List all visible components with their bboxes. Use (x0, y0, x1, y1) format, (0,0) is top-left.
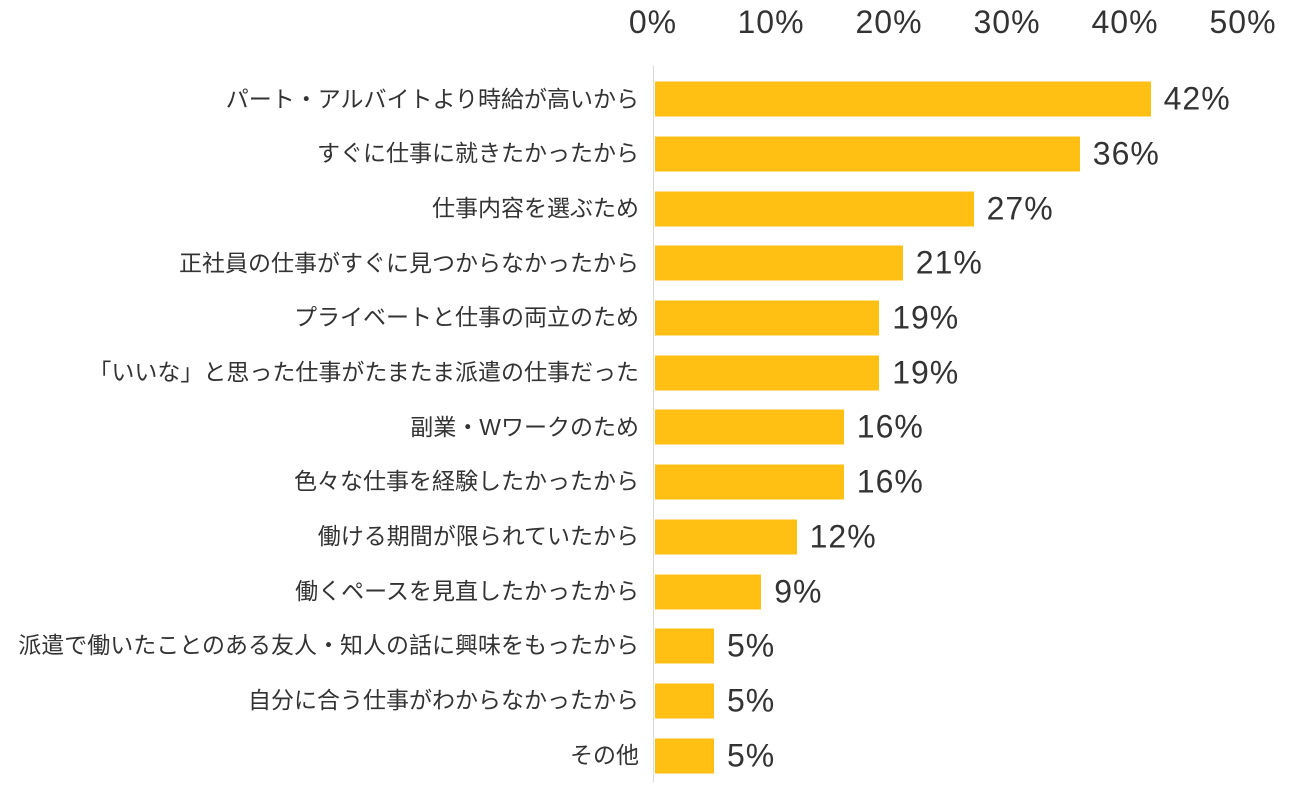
value-label: 42% (1163, 80, 1231, 117)
x-axis-tick: 0% (628, 4, 678, 40)
bar (655, 81, 1151, 117)
bar-area: 12% (655, 510, 1289, 565)
bar (655, 574, 762, 610)
bar-area: 36% (655, 127, 1289, 182)
x-axis: 0% 10% 20% 30% 40% 50% (629, 4, 1276, 44)
y-axis-line (653, 66, 654, 782)
value-label: 5% (727, 737, 776, 774)
bar-row: プライベートと仕事の両立のため 19% (0, 291, 1289, 346)
bar-row: 働ける期間が限られていたから 12% (0, 510, 1289, 565)
category-label: 色々な仕事を経験したかったから (294, 468, 639, 495)
bar-row: 派遣で働いたことのある友人・知人の話に興味をもったから 5% (0, 619, 1289, 674)
bar (655, 409, 844, 445)
value-label: 16% (856, 463, 924, 500)
bar-area: 5% (655, 728, 1289, 783)
bar-area: 9% (655, 564, 1289, 619)
chart-rows: パート・アルバイトより時給が高いから 42% すぐに仕事に就きたかったから 36… (0, 72, 1289, 783)
bar-row: 自分に合う仕事がわからなかったから 5% (0, 674, 1289, 729)
value-label: 27% (986, 190, 1054, 227)
category-label: 働くペースを見直したかったから (295, 577, 639, 604)
value-label: 21% (915, 244, 983, 281)
bar-area: 5% (655, 674, 1289, 729)
bar (655, 355, 880, 391)
category-label: 副業・Wワークのため (410, 413, 639, 440)
bar-area: 16% (655, 455, 1289, 510)
bar-area: 5% (655, 619, 1289, 674)
category-label: 仕事内容を選ぶため (432, 194, 639, 221)
category-label: 働ける期間が限られていたから (317, 523, 639, 550)
bar (655, 191, 974, 227)
category-label: すぐに仕事に就きたかったから (317, 140, 639, 167)
bar-row: 「いいな」と思った仕事がたまたま派遣の仕事だった 19% (0, 345, 1289, 400)
bar-area: 21% (655, 236, 1289, 291)
value-label: 19% (892, 299, 960, 336)
value-label: 5% (727, 627, 776, 664)
category-label: 派遣で働いたことのある友人・知人の話に興味をもったから (18, 632, 639, 659)
x-axis-tick: 30% (973, 4, 1041, 40)
value-label: 9% (774, 573, 823, 610)
bar (655, 519, 797, 555)
bar-row: 副業・Wワークのため 16% (0, 400, 1289, 455)
bar-row: 働くペースを見直したかったから 9% (0, 564, 1289, 619)
value-label: 36% (1092, 135, 1160, 172)
x-axis-tick: 50% (1209, 4, 1277, 40)
category-label: プライベートと仕事の両立のため (294, 304, 639, 331)
x-axis-tick: 20% (855, 4, 923, 40)
category-label: パート・アルバイトより時給が高いから (225, 85, 639, 112)
x-axis-tick: 40% (1091, 4, 1159, 40)
bar (655, 464, 844, 500)
bar-area: 19% (655, 291, 1289, 346)
bar-area: 16% (655, 400, 1289, 455)
category-label: 「いいな」と思った仕事がたまたま派遣の仕事だった (88, 358, 639, 385)
value-label: 16% (856, 408, 924, 445)
value-label: 12% (809, 518, 877, 555)
category-label: 自分に合う仕事がわからなかったから (248, 687, 639, 714)
value-label: 19% (892, 354, 960, 391)
bar-row: その他 5% (0, 728, 1289, 783)
category-label: その他 (570, 741, 639, 768)
bar (655, 245, 903, 281)
bar-area: 42% (655, 72, 1289, 127)
bar-area: 19% (655, 345, 1289, 400)
bar-area: 27% (655, 181, 1289, 236)
bar-row: 仕事内容を選ぶため 27% (0, 181, 1289, 236)
x-axis-tick: 10% (737, 4, 805, 40)
bar (655, 136, 1080, 172)
bar (655, 300, 880, 336)
value-label: 5% (727, 682, 776, 719)
bar-row: パート・アルバイトより時給が高いから 42% (0, 72, 1289, 127)
bar (655, 628, 714, 664)
bar-row: すぐに仕事に就きたかったから 36% (0, 127, 1289, 182)
bar-row: 正社員の仕事がすぐに見つからなかったから 21% (0, 236, 1289, 291)
bar (655, 738, 714, 774)
bar-row: 色々な仕事を経験したかったから 16% (0, 455, 1289, 510)
category-label: 正社員の仕事がすぐに見つからなかったから (179, 249, 639, 276)
bar (655, 683, 714, 719)
